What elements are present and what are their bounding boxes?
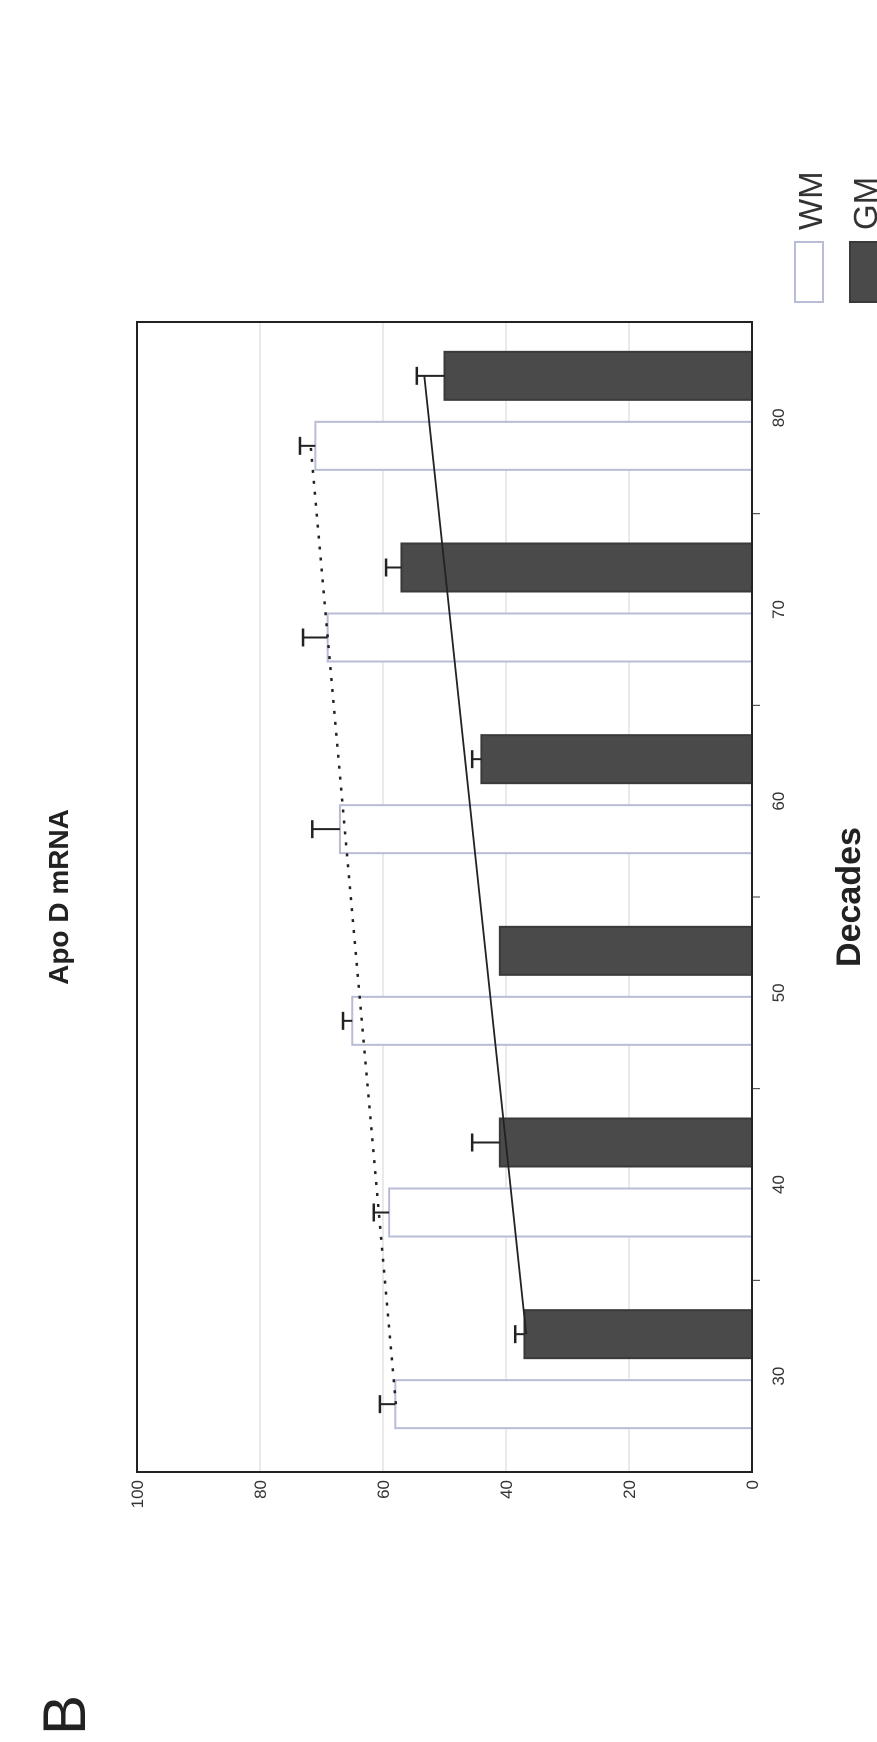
legend-swatch-wm (794, 241, 824, 303)
trendlines (309, 375, 528, 1405)
x-tick-label-60: 60 (769, 792, 788, 811)
bar-gm-60 (480, 734, 753, 785)
bar-wm-60 (338, 804, 753, 855)
y-tick-label-20: 20 (620, 1480, 639, 1499)
bar-gm-80 (443, 350, 753, 401)
grid (259, 322, 630, 1472)
bar-gm-70 (400, 542, 753, 593)
bar-wm-70 (326, 612, 753, 663)
chart-title: Apo D mRNA (43, 809, 74, 985)
x-tick-label-30: 30 (769, 1367, 788, 1386)
legend: WMGMLineal (WM)Lineal (GM) (792, 171, 877, 303)
y-axis-ticks: 0 20 40 60 80 100 (128, 1480, 762, 1508)
y-tick-label-40: 40 (497, 1480, 516, 1499)
bar-wm-30 (394, 1379, 753, 1430)
bar-wm-50 (351, 995, 753, 1046)
plot-frame (136, 321, 753, 1473)
bar-gm-30 (523, 1309, 754, 1360)
panel-label: B (31, 1695, 98, 1735)
x-axis-label: Decades (830, 827, 868, 967)
x-tick-label-50: 50 (769, 983, 788, 1002)
legend-label-wm: WM (792, 171, 829, 230)
legend-swatch-gm (849, 241, 877, 303)
y-tick-label-80: 80 (251, 1480, 270, 1499)
y-tick-label-60: 60 (374, 1480, 393, 1499)
x-tick-label-80: 80 (769, 408, 788, 427)
x-axis-ticks: 30 40 50 60 70 80 (752, 408, 788, 1386)
bar-wm-80 (314, 420, 753, 471)
x-tick-label-70: 70 (769, 600, 788, 619)
trendline-gm (423, 375, 528, 1335)
legend-label-gm: GM (847, 177, 877, 230)
bars (314, 350, 754, 1430)
bar-gm-40 (498, 1117, 753, 1168)
bar-gm-50 (498, 925, 753, 976)
y-tick-label-100: 100 (128, 1480, 147, 1508)
y-tick-label-0: 0 (743, 1480, 762, 1489)
error-bars (298, 366, 525, 1414)
x-tick-label-40: 40 (769, 1175, 788, 1194)
bar-wm-40 (388, 1187, 753, 1238)
